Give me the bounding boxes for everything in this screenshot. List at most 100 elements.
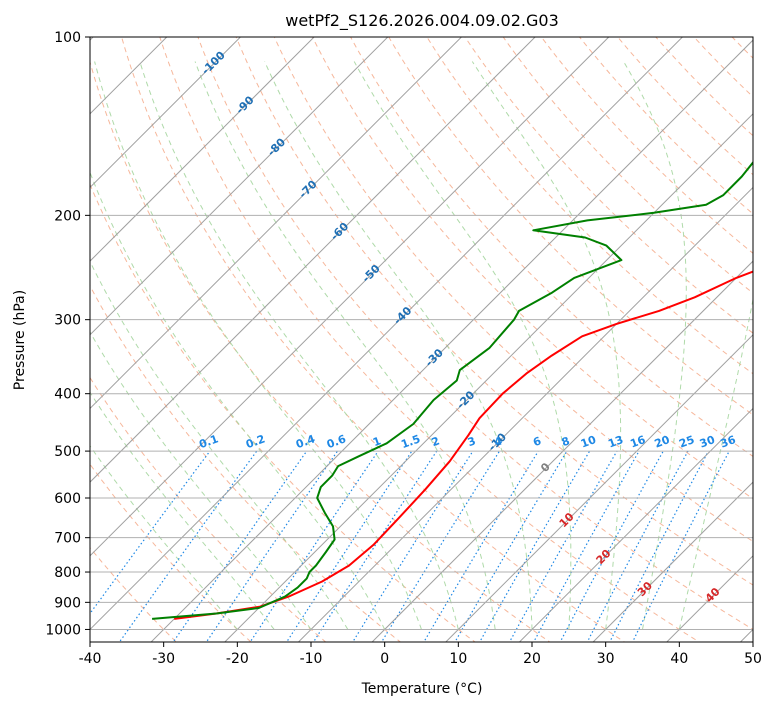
dry-adiabat-line (350, 37, 753, 458)
isotherm-label: 20 (594, 547, 614, 567)
mixing-ratio-label: 2 (430, 434, 442, 449)
mixing-ratio-label: 4 (492, 434, 504, 449)
isotherm-line (224, 113, 753, 642)
isotherm-line (445, 334, 753, 642)
mixing-ratio-line (631, 450, 730, 642)
isotherm-label: -70 (296, 178, 319, 201)
mixing-ratio-label: 16 (628, 433, 647, 451)
moist-adiabats (90, 61, 753, 630)
mixing-ratio-label: 1 (371, 434, 383, 449)
moist-adiabat-line (471, 61, 622, 630)
moist-adiabat-line (264, 61, 533, 630)
mixing-ratio-label: 36 (719, 433, 738, 451)
dry-adiabat-line (502, 37, 753, 294)
isotherm-line (90, 37, 242, 189)
isotherm-line (90, 37, 463, 410)
dry-adiabat-line (693, 37, 753, 98)
moist-adiabat-line (94, 61, 422, 630)
dry-adiabat-line (757, 24, 775, 654)
moist-adiabat-line (353, 61, 572, 630)
isotherm-label: -20 (454, 388, 477, 411)
dry-adiabat-line (90, 183, 476, 642)
mixing-ratio-line (454, 450, 568, 642)
y-tick-label: 700 (54, 531, 81, 547)
isotherm-line (518, 407, 753, 642)
chart-title: wetPf2_S126.2026.004.09.02.G03 (285, 11, 559, 31)
dry-adiabat-line (90, 60, 551, 642)
y-tick-label: 800 (54, 565, 81, 581)
isotherms (90, 37, 753, 642)
dry-adiabat-line (426, 37, 753, 375)
sounding-series (152, 160, 753, 620)
mixing-ratio-label: 8 (560, 434, 572, 449)
dry-adiabat-line (159, 37, 701, 642)
mixing-ratio-line (118, 450, 258, 642)
isotherm-label: -30 (423, 346, 446, 369)
isotherm-label: -100 (199, 48, 228, 77)
moist-adiabat-line (623, 61, 687, 630)
moist-adiabat-line (90, 330, 312, 630)
y-tick-label: 500 (54, 444, 81, 460)
mixing-ratio-label: 6 (531, 434, 543, 449)
isotherm-label: -80 (265, 135, 288, 158)
mixing-ratio-label: 20 (653, 433, 672, 451)
dewpoint-profile-line (152, 160, 753, 620)
dry-adiabat-line (311, 37, 753, 500)
isotherm-line (90, 37, 536, 483)
x-tick-label: -40 (79, 651, 102, 667)
mixing-ratio-label: 0.2 (244, 432, 267, 451)
mixing-ratio-label: 3 (466, 434, 478, 449)
x-tick-label: 10 (449, 651, 467, 667)
isotherm-line (90, 37, 684, 631)
dry-adiabat-line (121, 37, 626, 642)
isotherm-label: -60 (328, 220, 351, 243)
x-tick-label: 30 (597, 651, 615, 667)
mixing-ratio-label: 30 (698, 433, 717, 451)
x-tick-label: 40 (670, 651, 688, 667)
isotherm-label: -90 (233, 93, 256, 116)
isotherm-line (90, 37, 315, 262)
mixing-ratio-line (90, 450, 211, 615)
dry-adiabat-line (90, 463, 252, 642)
mixing-ratio-line (285, 450, 413, 642)
dry-adiabat-line (90, 284, 402, 642)
y-axis: 100 200 300 400 500 600 700 800 900 1000 (45, 30, 90, 638)
mixing-ratio-label: 0.1 (197, 432, 220, 451)
x-tick-label: -10 (300, 651, 323, 667)
dry-adiabat-line (197, 37, 753, 630)
dry-adiabat-line (655, 37, 753, 137)
mixing-ratio-line (423, 450, 539, 642)
mixing-ratio-label: 1.5 (399, 432, 422, 451)
x-axis: -40 -30 -20 -10 0 10 20 30 40 50 (79, 642, 762, 667)
dry-adiabat-line (90, 376, 327, 642)
moist-adiabat-line (678, 296, 753, 630)
isotherm-line (90, 37, 389, 336)
isotherm-label: 30 (635, 579, 655, 599)
x-tick-label: -20 (226, 651, 249, 667)
dry-adiabat-line (273, 37, 753, 543)
isotherm-line (90, 37, 610, 557)
mixing-ratio-line (249, 450, 379, 642)
mixing-ratio-labels: 0.1 0.2 0.4 0.6 1 1.5 2 3 4 6 8 10 13 16 20 25 30 36 (197, 432, 737, 451)
isotherm-line (592, 481, 753, 642)
x-tick-label: 20 (523, 651, 541, 667)
x-tick-label: 50 (744, 651, 762, 667)
isotherm-line (371, 260, 753, 642)
x-tick-label: -30 (152, 651, 175, 667)
isotherm-line (297, 186, 753, 642)
x-axis-label: Temperature (°C) (361, 681, 483, 697)
isotherm-line (150, 39, 753, 642)
y-axis-label: Pressure (hPa) (12, 290, 28, 390)
dry-adiabat-line (464, 37, 753, 334)
plot-frame (89, 36, 754, 643)
y-tick-label: 100 (54, 30, 81, 46)
y-tick-label: 600 (54, 491, 81, 507)
y-tick-label: 900 (54, 595, 81, 611)
mixing-ratio-line (533, 450, 640, 642)
moist-adiabat-line (90, 260, 349, 630)
mixing-ratio-line (479, 450, 591, 642)
isotherm-line (739, 628, 753, 642)
moist-adiabat-line (90, 171, 386, 630)
